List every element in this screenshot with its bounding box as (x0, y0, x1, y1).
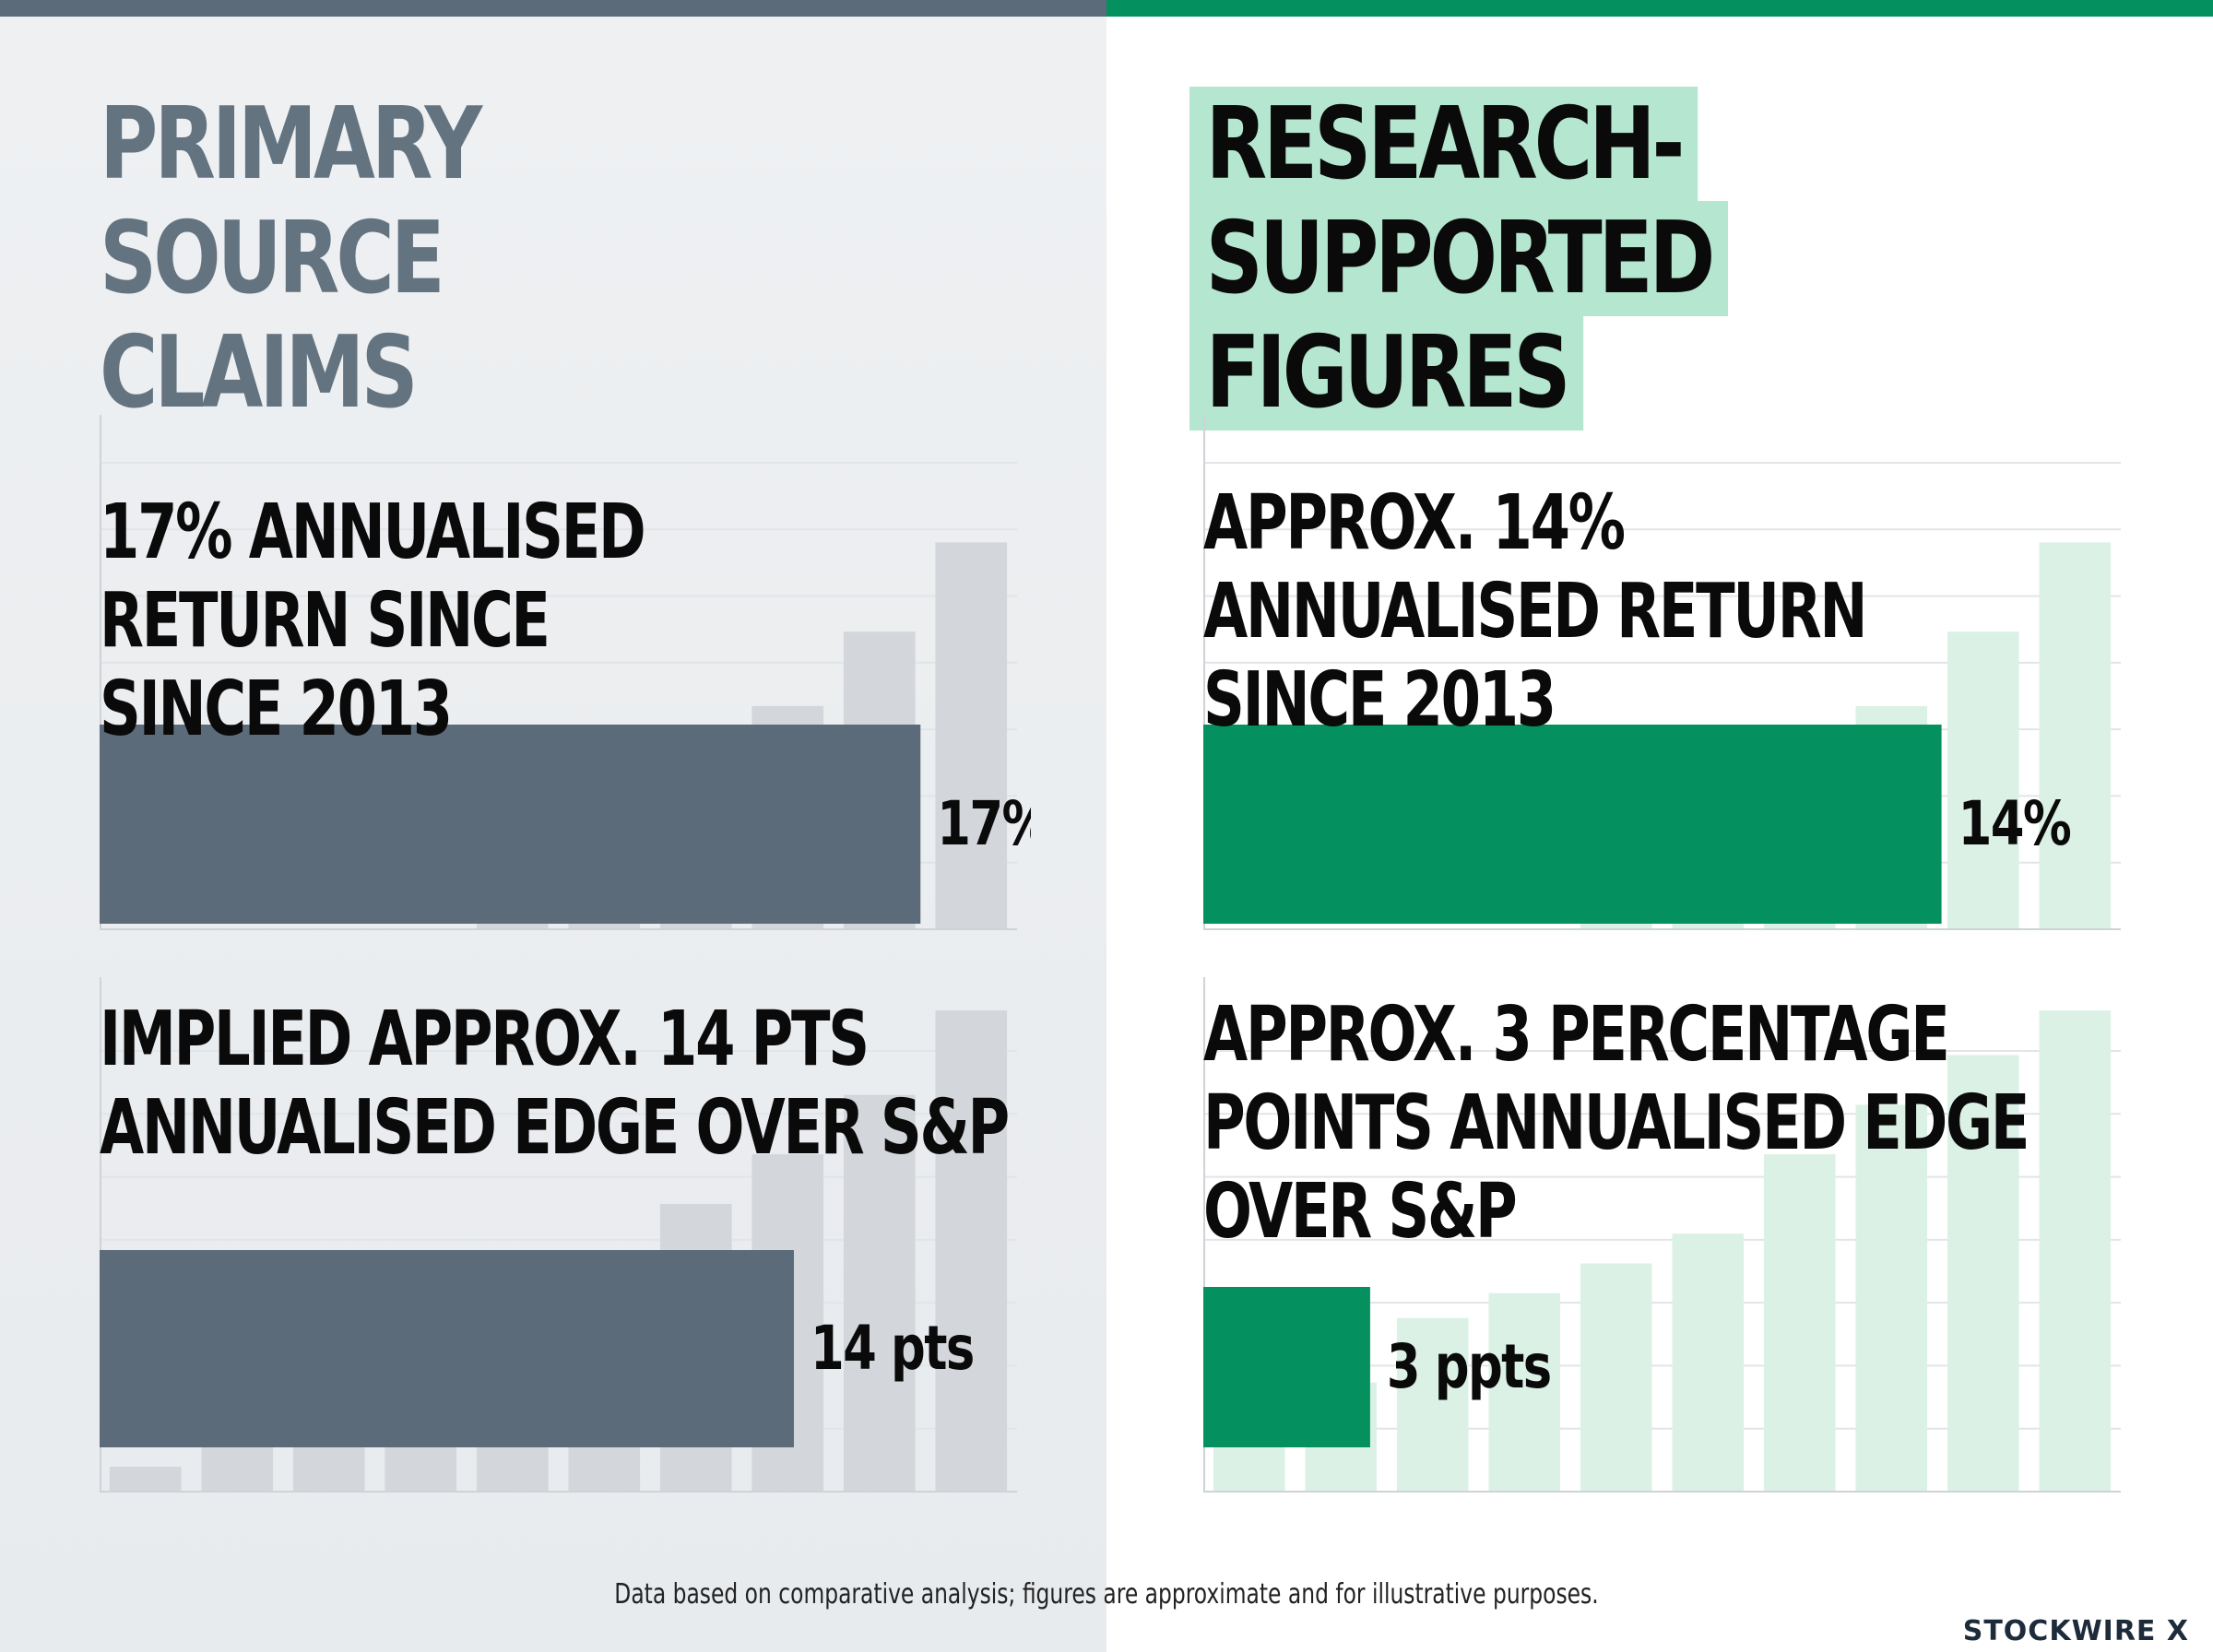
background-column (1763, 1154, 1836, 1492)
background-column (843, 1094, 916, 1492)
right-return-label: APPROX. 14% ANNUALISED RETURN SINCE 2013 (1203, 479, 1868, 744)
right-return-chart: 14% (1203, 415, 2121, 930)
value-bar (100, 725, 921, 924)
background-column (201, 1442, 274, 1492)
left-return-label: 17% ANNUALISED RETURN SINCE SINCE 2013 (100, 489, 646, 753)
value-bar (1203, 1287, 1370, 1447)
primary-source-heading: PRIMARY SOURCE CLAIMS (100, 87, 482, 431)
brand-logo: STOCKWIRE X (1962, 1615, 2189, 1647)
right-edge-metric: 3 ppts APPROX. 3 PERCENTAGE POINTS ANNUA… (1203, 977, 2135, 1493)
background-column (109, 1467, 182, 1492)
footnote: Data based on comparative analysis; figu… (614, 1578, 1599, 1611)
left-edge-metric: 14 pts IMPLIED APPROX. 14 PTS ANNUALISED… (100, 977, 1031, 1493)
left-return-chart: 17% (100, 415, 1031, 930)
background-column (1672, 1233, 1745, 1492)
background-column (2039, 542, 2112, 929)
top-accent-bar (0, 0, 1106, 17)
left-return-metric: 17% 17% ANNUALISED RETURN SINCE SINCE 20… (100, 415, 1031, 931)
background-column (2039, 1010, 2112, 1492)
bar-value-label: 17% (937, 789, 1031, 859)
background-column (1580, 1263, 1652, 1492)
background-column (1947, 1055, 2019, 1492)
left-edge-label: IMPLIED APPROX. 14 PTS ANNUALISED EDGE O… (100, 996, 1010, 1172)
top-accent-bar (1106, 0, 2213, 17)
background-column (1855, 1104, 1928, 1492)
background-column (1396, 1317, 1469, 1492)
bar-value-label: 14 pts (811, 1314, 974, 1384)
bar-value-label: 14% (1959, 789, 2071, 859)
background-column (1488, 1292, 1561, 1492)
background-column (1213, 1442, 1285, 1492)
value-bar (100, 1250, 794, 1447)
bar-value-label: 3 ppts (1387, 1332, 1551, 1402)
right-edge-label: APPROX. 3 PERCENTAGE POINTS ANNUALISED E… (1203, 991, 2030, 1256)
value-bar (1203, 725, 1942, 924)
right-edge-chart: 3 ppts (1203, 977, 2121, 1493)
background-column (935, 1010, 1008, 1492)
background-column (1947, 631, 2019, 929)
right-return-metric: 14% APPROX. 14% ANNUALISED RETURN SINCE … (1203, 415, 2135, 931)
left-edge-chart: 14 pts (100, 977, 1017, 1493)
research-supported-heading: RESEARCH-SUPPORTED FIGURES (1189, 87, 1927, 431)
background-column (935, 542, 1008, 929)
